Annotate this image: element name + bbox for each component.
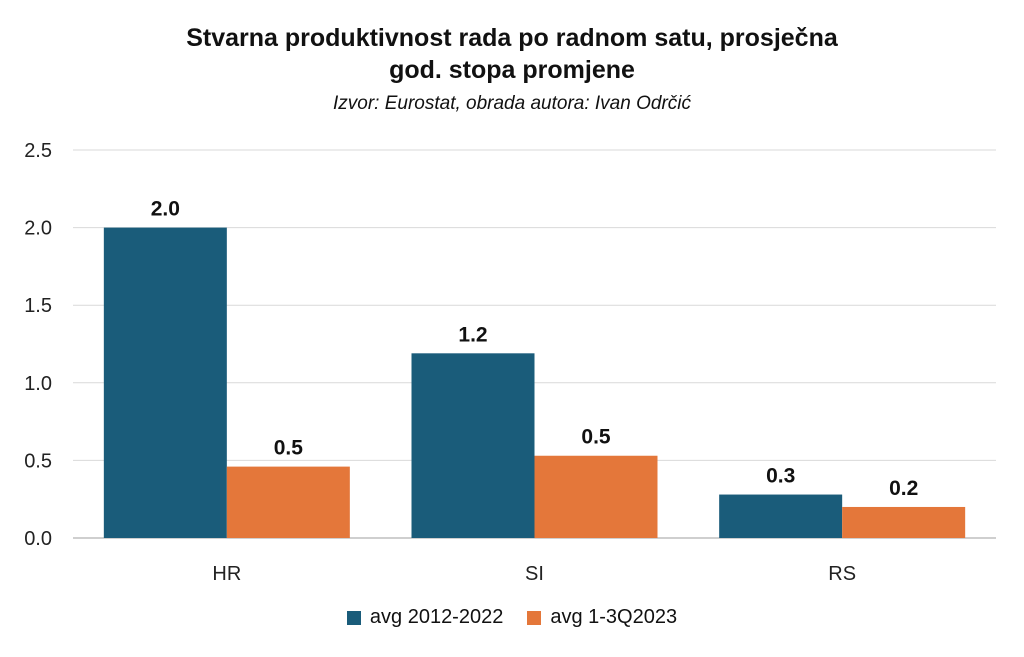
- bar-SI-series1: [411, 353, 535, 538]
- y-tick-label: 1.0: [24, 373, 52, 395]
- x-tick-label: SI: [525, 563, 544, 585]
- legend-label-series2: avg 1-3Q2023: [550, 606, 678, 628]
- data-label: 1.2: [458, 323, 487, 346]
- bar-RS-series1: [719, 494, 843, 538]
- data-label: 0.5: [581, 426, 611, 449]
- legend-item-series2: avg 1-3Q2023: [527, 606, 677, 629]
- legend-label-series1: avg 2012-2022: [369, 606, 504, 628]
- legend-item-series1: avg 2012-2022: [346, 606, 504, 629]
- y-tick-label: 1.5: [24, 295, 52, 317]
- data-label: 0.2: [889, 477, 918, 500]
- data-label: 0.3: [766, 465, 795, 488]
- data-label: 2.0: [151, 198, 180, 221]
- data-label: 0.5: [274, 437, 304, 460]
- legend: avg 2012-2022 avg 1-3Q2023: [0, 606, 1024, 629]
- chart-subtitle: Izvor: Eurostat, obrada autora: Ivan Odr…: [332, 93, 691, 114]
- chart-title: Stvarna produktivnost rada po radnom sat…: [0, 22, 1024, 86]
- bar-HR-series2: [226, 466, 350, 538]
- bar-SI-series2: [534, 455, 658, 538]
- chart-title-line1: Stvarna produktivnost rada po radnom sat…: [186, 24, 838, 52]
- bar-chart: 0.0 0.5 1.0 1.5 2.0 2.5 2.0 0.5 HR 1.2 0.5 SI 0.3 0.2…: [24, 140, 996, 585]
- legend-swatch-series2: [527, 610, 542, 625]
- y-tick-label: 0.5: [24, 450, 52, 472]
- x-tick-label: HR: [212, 563, 241, 585]
- legend-swatch-series1: [346, 610, 361, 625]
- y-tick-label: 0.0: [24, 528, 52, 550]
- bar-RS-series2: [842, 506, 966, 538]
- x-tick-label: RS: [828, 563, 856, 585]
- y-tick-label: 2.5: [24, 140, 52, 162]
- chart-title-line2: god. stopa promjene: [389, 56, 635, 84]
- y-tick-label: 2.0: [24, 218, 52, 240]
- bar-HR-series1: [103, 227, 227, 538]
